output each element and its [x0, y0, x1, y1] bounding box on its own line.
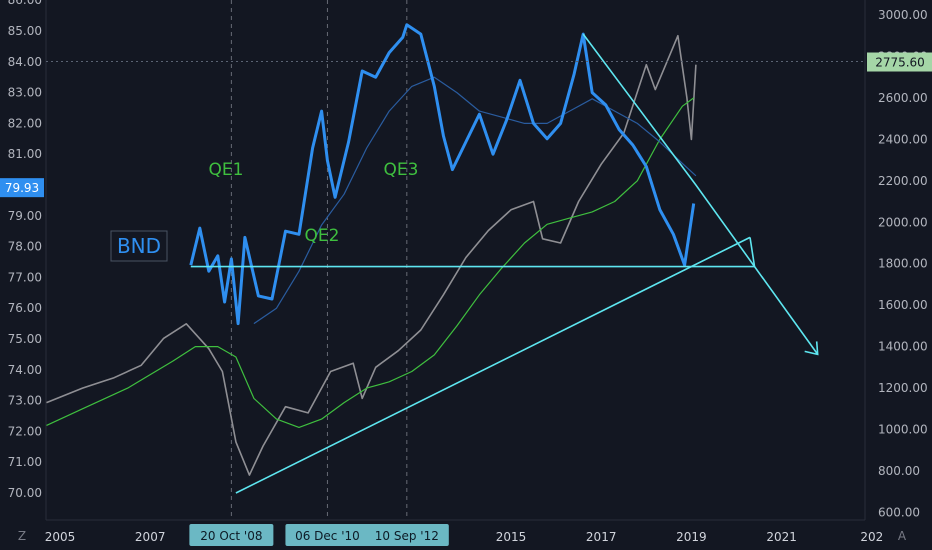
annotation-qe2: QE2 [305, 226, 340, 246]
date-marker-badge [189, 524, 274, 546]
date-marker-label: 10 Sep '12 [375, 529, 439, 543]
left-tick-label: 83.00 [8, 86, 42, 100]
left-current-value: 79.93 [5, 181, 39, 195]
left-tick-label: 76.00 [8, 301, 42, 315]
right-current-value-badge [867, 52, 932, 72]
series-line-bnd-ma [253, 76, 697, 325]
right-tick-label: 2000.00 [878, 215, 928, 229]
left-tick-label: 73.00 [8, 394, 42, 408]
left-tick-label: 86.00 [8, 0, 42, 7]
right-tick-label: 600.00 [878, 505, 920, 519]
left-tick-label: 71.00 [8, 455, 42, 469]
right-tick-label: 2400.00 [878, 132, 928, 146]
right-tick-label: 1600.00 [878, 298, 928, 312]
right-tick-label: 2200.00 [878, 174, 928, 188]
right-tick-label: 1400.00 [878, 340, 928, 354]
symbol-label-box [110, 230, 168, 262]
trendline-ascending-support [235, 236, 751, 494]
date-marker-label: 06 Dec '10 [295, 529, 360, 543]
right-tick-label: 3000.00 [878, 8, 928, 22]
trendlines [190, 33, 819, 494]
left-tick-label: 77.00 [8, 270, 42, 284]
date-marker-badge [364, 524, 449, 546]
trendline-connector [749, 237, 756, 267]
left-tick-label: 81.00 [8, 147, 42, 161]
date-marker-label: 20 Oct '08 [200, 529, 262, 543]
x-tick-label: 2021 [766, 530, 797, 544]
left-tick-label: 84.00 [8, 55, 42, 69]
right-tick-label: 800.00 [878, 464, 920, 478]
right-tick-label: 2600.00 [878, 91, 928, 105]
series-line-ma [46, 97, 695, 428]
x-axis-ticks: 2005 2007 2015 2017 2019 2021 202 20 Oct '08 06 … [45, 524, 883, 546]
left-tick-label: 74.00 [8, 363, 42, 377]
right-axis-ticks: 3000.002800.002600.002400.002200.002000.… [878, 8, 928, 519]
current-values: 79.93 2775.60 [0, 52, 932, 198]
series-line-bnd [189, 23, 696, 326]
x-tick-label: 2015 [496, 530, 527, 544]
left-tick-label: 70.00 [8, 486, 42, 500]
x-tick-label: 2019 [676, 530, 707, 544]
a-button-glyph[interactable]: A [898, 529, 907, 543]
right-tick-label: 1800.00 [878, 257, 928, 271]
left-current-value-badge [0, 178, 44, 198]
annotation-qe1: QE1 [209, 160, 244, 180]
series-line-s-p-500 [46, 34, 697, 476]
annotation-qe3: QE3 [384, 160, 419, 180]
annotations: QE1 QE2 QE3 [209, 160, 419, 246]
left-tick-label: 78.00 [8, 240, 42, 254]
left-tick-label: 85.00 [8, 24, 42, 38]
date-marker-badge [285, 524, 370, 546]
left-tick-label: 72.00 [8, 424, 42, 438]
trendline-arrowhead [804, 341, 819, 356]
right-tick-label: 1000.00 [878, 423, 928, 437]
left-tick-label: 79.00 [8, 209, 42, 223]
trendline-descending [582, 33, 819, 355]
x-tick-label: 2017 [586, 530, 617, 544]
z-button-glyph[interactable]: Z [18, 529, 26, 543]
left-tick-label: 75.00 [8, 332, 42, 346]
right-current-value: 2775.60 [875, 56, 925, 70]
x-tick-label: 202 [860, 530, 883, 544]
x-tick-label: 2007 [135, 530, 166, 544]
series-group [46, 23, 697, 476]
right-tick-label: 1200.00 [878, 381, 928, 395]
x-tick-label: 2005 [45, 530, 76, 544]
left-tick-label: 82.00 [8, 116, 42, 130]
symbol-label: BND [117, 234, 161, 258]
